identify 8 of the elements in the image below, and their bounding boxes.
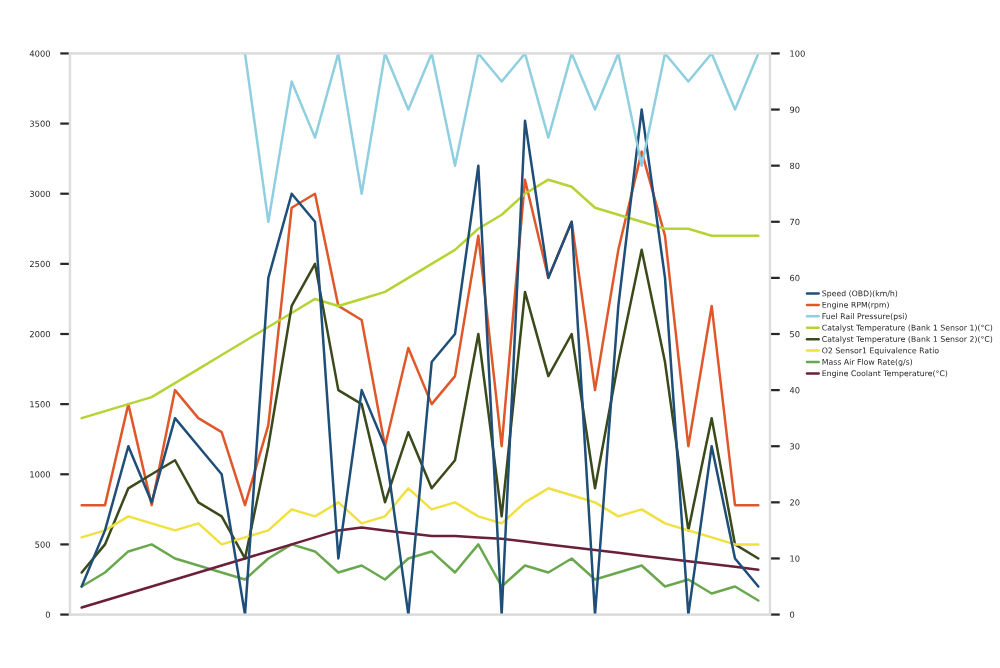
line-series (243, 53, 760, 224)
line-series (80, 108, 760, 615)
line-series (80, 526, 760, 609)
line-series (80, 248, 760, 574)
line-series (80, 487, 760, 546)
line-series (80, 178, 760, 420)
line-series (80, 543, 760, 602)
line-series (80, 150, 760, 507)
